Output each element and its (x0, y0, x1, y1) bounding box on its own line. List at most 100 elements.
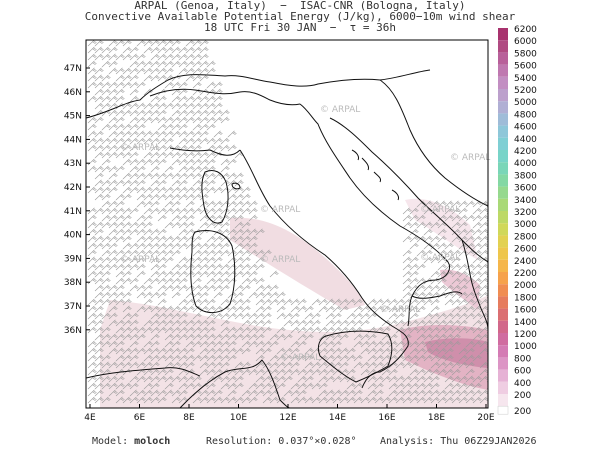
wind-barb (178, 305, 188, 313)
wind-barb (423, 221, 433, 229)
wind-barb (339, 389, 349, 397)
wind-barb (423, 368, 433, 376)
footer-model: Model: moloch (92, 436, 170, 447)
wind-barb (136, 165, 146, 173)
wind-barb (192, 277, 202, 285)
wind-barb (395, 298, 405, 306)
wind-barb (171, 214, 181, 222)
wind-barb (423, 347, 433, 355)
wind-barb (437, 277, 447, 285)
wind-barb (346, 389, 356, 397)
wind-barb (122, 361, 132, 369)
wind-barb (388, 312, 398, 320)
wind-barb (409, 270, 419, 278)
wind-barb (360, 361, 370, 369)
wind-barb (248, 333, 258, 341)
colorbar-label: 600 (514, 367, 531, 377)
lat-label: 45N (64, 112, 82, 122)
albania-greece-coast (461, 239, 488, 331)
wind-barb (290, 319, 300, 327)
wind-barb (318, 326, 328, 334)
wind-barb (157, 368, 167, 376)
wind-barb (276, 354, 286, 362)
wind-barb (465, 340, 475, 348)
wind-barb (185, 228, 195, 236)
wind-barb (465, 305, 475, 313)
wind-barb (129, 151, 139, 159)
wind-barb (136, 263, 146, 271)
wind-barb (290, 305, 300, 313)
wind-barb (206, 60, 216, 68)
wind-barb (129, 207, 139, 215)
wind-barb (164, 207, 174, 215)
header-title-line1: ARPAL (Genoa, Italy) − ISAC-CNR (Bologna… (134, 0, 466, 12)
wind-barb (150, 354, 160, 362)
wind-barb (255, 305, 265, 313)
wind-barb (206, 158, 216, 166)
wind-barb (220, 270, 230, 278)
wind-barb (199, 368, 209, 376)
wind-barb (241, 284, 251, 292)
wind-barb (262, 298, 272, 306)
wind-barb (437, 214, 447, 222)
wind-barb (199, 158, 209, 166)
wind-barb (157, 389, 167, 397)
wind-barb (248, 263, 258, 271)
alps-border-coast (86, 69, 431, 119)
wind-barb (374, 361, 384, 369)
wind-barb (213, 396, 223, 404)
wind-barb (220, 277, 230, 285)
wind-barb (360, 347, 370, 355)
wind-barb (171, 186, 181, 194)
wind-barb (290, 396, 300, 404)
wind-barb (192, 137, 202, 145)
wind-barb (367, 382, 377, 390)
italy-adriatic-coast (299, 103, 450, 327)
footer-resolution: Resolution: 0.037°×0.028° (206, 436, 357, 447)
wind-barb (472, 242, 482, 250)
wind-barb (297, 298, 307, 306)
wind-barb (465, 263, 475, 271)
wind-barb (220, 354, 230, 362)
colorbar-swatch (498, 137, 508, 150)
wind-barb (171, 116, 181, 124)
wind-barb (94, 186, 104, 194)
wind-barb (409, 242, 419, 250)
wind-barb (87, 242, 97, 250)
wind-barb (157, 305, 167, 313)
wind-barb (164, 137, 174, 145)
wind-barb (437, 333, 447, 341)
wind-barb (115, 95, 125, 103)
wind-barb (192, 95, 202, 103)
wind-barb (416, 375, 426, 383)
wind-barb (458, 207, 468, 215)
wind-barb (171, 123, 181, 131)
wind-barb (157, 130, 167, 138)
lon-label: 14E (329, 413, 346, 423)
footer-analysis: Analysis: Thu 06Z29JAN2026 (380, 436, 537, 447)
colorbar-label: 1800 (514, 293, 537, 303)
wind-barb (325, 347, 335, 355)
wind-barb (150, 179, 160, 187)
wind-barb (164, 312, 174, 320)
wind-barb (122, 144, 132, 152)
wind-barb (213, 270, 223, 278)
wind-barb (178, 242, 188, 250)
wind-barb (206, 81, 216, 89)
wind-barb (94, 40, 104, 47)
wind-barb (115, 123, 125, 131)
watermark-text: © ARPAL (420, 205, 460, 215)
wind-barb (150, 40, 160, 47)
wind-barb (108, 361, 118, 369)
wind-barb (108, 81, 118, 89)
wind-barb (339, 354, 349, 362)
wind-barb (108, 312, 118, 320)
wind-barb (87, 228, 97, 236)
wind-barb (94, 193, 104, 201)
wind-barb (332, 354, 342, 362)
wind-barb (311, 368, 321, 376)
wind-barb (416, 263, 426, 271)
wind-barb (276, 305, 286, 313)
wind-barb (129, 263, 139, 271)
wind-barb (129, 382, 139, 390)
